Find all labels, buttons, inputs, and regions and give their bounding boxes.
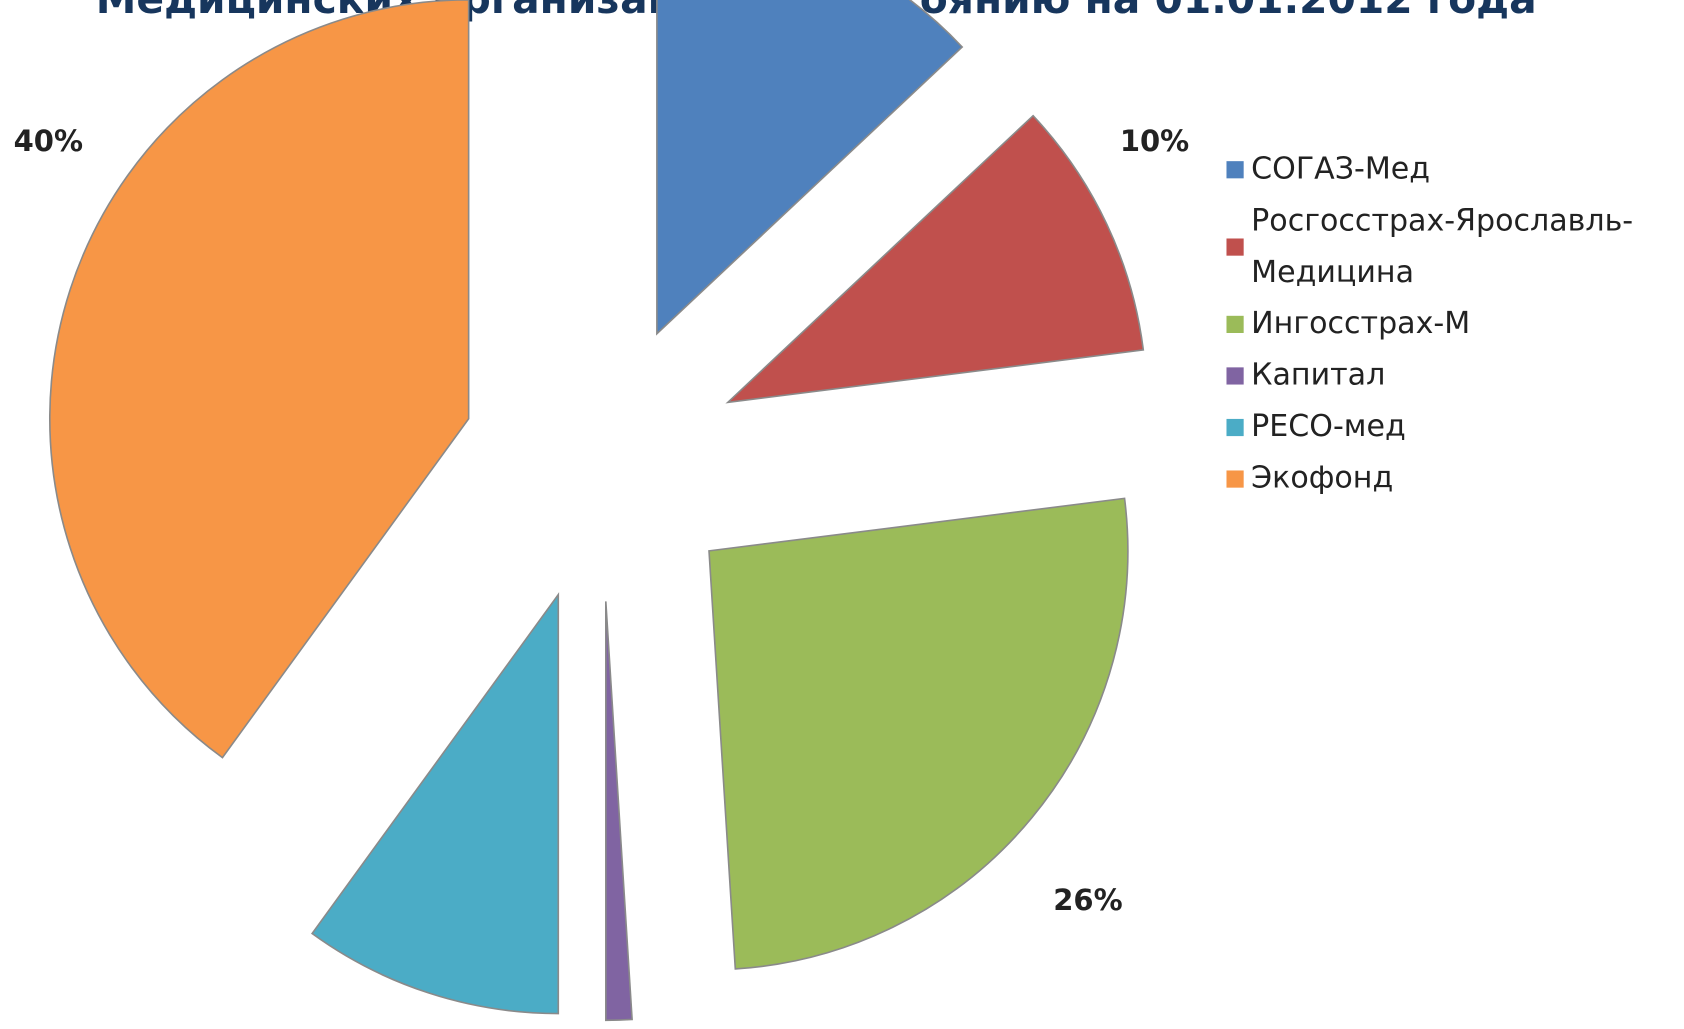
legend-swatch xyxy=(1226,418,1244,437)
legend-label: Росгосстрах-Ярославль-Медицина xyxy=(1251,203,1633,290)
pie-slice xyxy=(49,0,470,759)
legend-swatch xyxy=(1226,315,1244,333)
legend-label: Капитал xyxy=(1251,357,1385,392)
pie-slice xyxy=(605,601,633,1022)
data-label: 40% xyxy=(14,124,83,158)
data-label: 10% xyxy=(1120,124,1189,158)
pie-slice xyxy=(708,497,1129,970)
legend-swatch xyxy=(1226,238,1244,256)
data-label: 26% xyxy=(1053,883,1122,917)
legend-swatch xyxy=(1226,161,1244,179)
legend-label: РЕСО-мед xyxy=(1251,409,1406,444)
pie-slice xyxy=(310,592,560,1015)
legend-swatch xyxy=(1226,470,1244,488)
legend-label: Ингосстрах-М xyxy=(1251,306,1470,341)
legend-swatch xyxy=(1226,367,1244,385)
pie-slice xyxy=(656,0,964,336)
legend-label: СОГАЗ-Мед xyxy=(1251,151,1430,186)
legend-label: Экофонд xyxy=(1251,461,1393,496)
pie-slice xyxy=(725,114,1145,404)
